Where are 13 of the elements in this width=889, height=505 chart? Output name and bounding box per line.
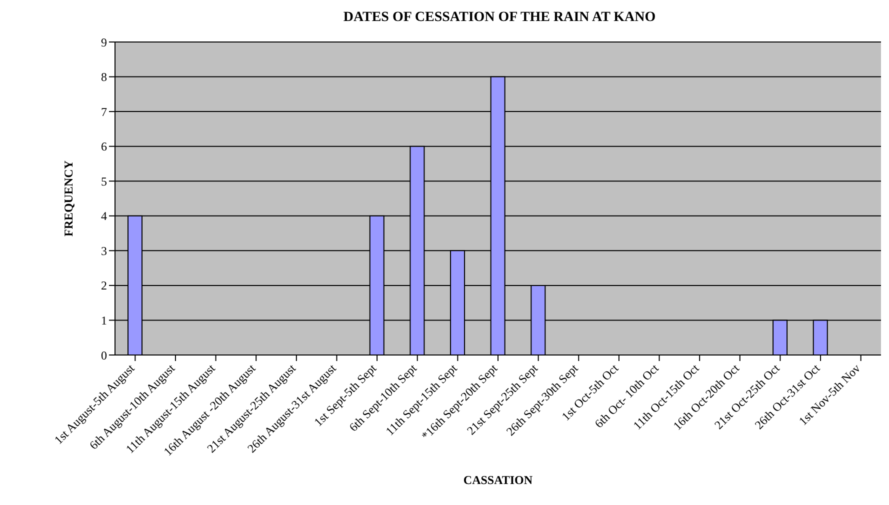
y-tick-label: 0 <box>101 348 107 362</box>
y-tick-label: 9 <box>101 35 107 50</box>
y-tick-label: 7 <box>101 104 107 119</box>
y-tick-label: 1 <box>101 313 107 328</box>
y-tick-label: 6 <box>101 140 107 154</box>
y-tick-label: 3 <box>101 244 107 258</box>
y-tick-label: 4 <box>101 209 107 224</box>
y-tick-label: 2 <box>101 278 107 293</box>
y-tick-label: 5 <box>101 174 107 188</box>
y-axis-title: FREQUENCY <box>61 160 76 237</box>
x-axis-title: CASSATION <box>463 473 533 487</box>
y-tick-label: 8 <box>101 70 107 84</box>
chart-title: DATES OF CESSATION OF THE RAIN AT KANO <box>342 9 657 27</box>
